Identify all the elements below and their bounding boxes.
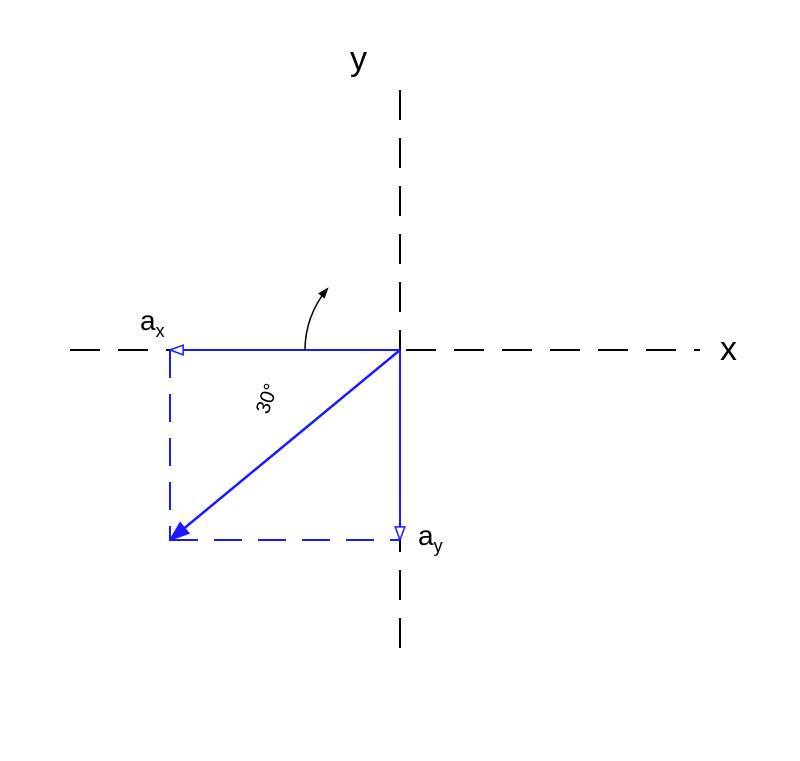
y-axis-label: y <box>350 40 367 78</box>
vector-diagram: xyaxay30° <box>0 0 800 761</box>
x-axis-label: x <box>720 330 737 368</box>
